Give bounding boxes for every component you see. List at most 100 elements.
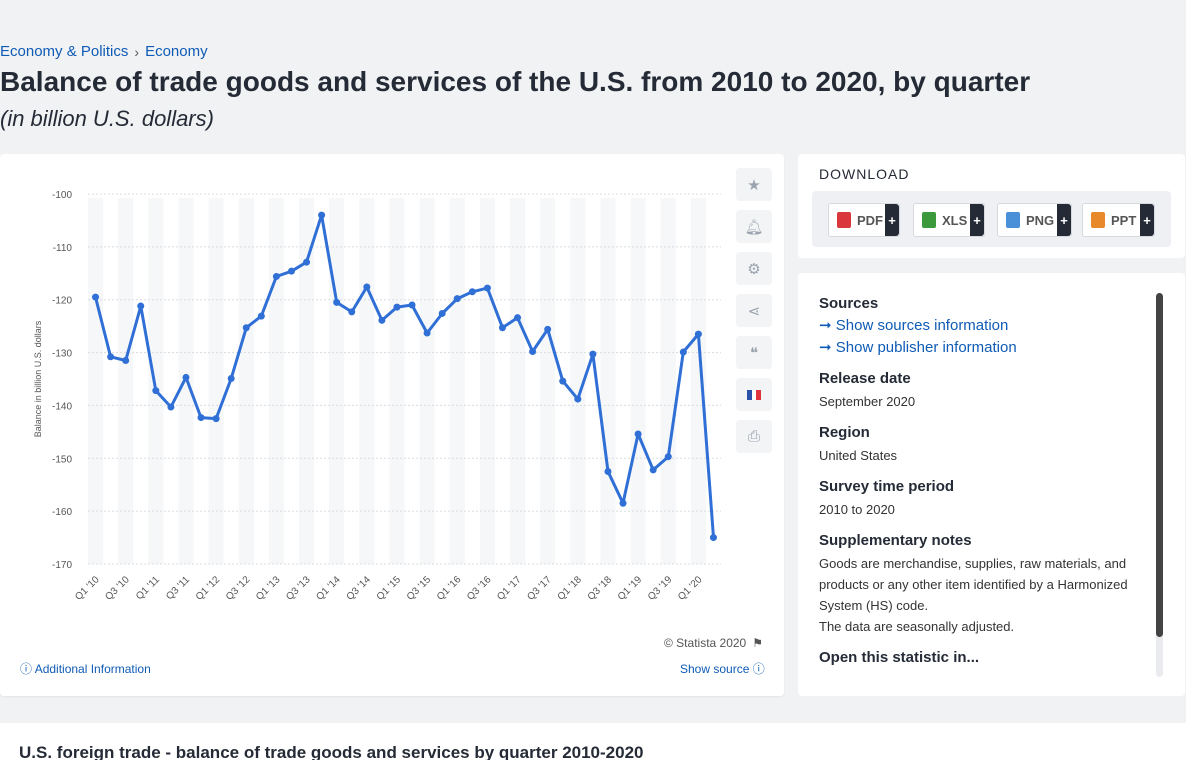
download-title: DOWNLOAD	[819, 166, 910, 182]
page-subtitle: (in billion U.S. dollars)	[0, 106, 214, 131]
flag-icon[interactable]: ⚑	[752, 636, 763, 650]
series-line	[94, 213, 715, 538]
data-point	[619, 499, 627, 507]
supplementary-notes-text: Goods are merchandise, supplies, raw mat…	[819, 556, 1128, 613]
data-point	[468, 288, 476, 296]
data-point	[423, 329, 431, 337]
data-point	[227, 374, 235, 382]
data-point	[709, 534, 717, 542]
data-point	[694, 330, 702, 338]
data-point	[438, 309, 446, 317]
show-publisher-link[interactable]: ➞ Show publisher information	[819, 338, 1139, 356]
data-point	[498, 324, 506, 332]
grid-band	[299, 198, 315, 564]
download-ppt-label: PPT	[1111, 212, 1137, 228]
download-pdf-button[interactable]: PDF +	[828, 203, 900, 237]
star-icon[interactable]: ★	[736, 168, 772, 201]
release-date-heading: Release date	[819, 370, 911, 387]
breadcrumb: Economy & Politics › Economy	[0, 43, 208, 60]
data-point	[453, 295, 461, 303]
x-tick-label: Q1 '14	[314, 574, 343, 603]
quote-icon[interactable]: ❝	[736, 336, 772, 369]
x-tick-label: Q3 '18	[586, 574, 615, 603]
related-statistic-title[interactable]: U.S. foreign trade - balance of trade go…	[19, 743, 644, 760]
additional-info-link[interactable]: ⓘ Additional Information	[20, 660, 151, 677]
x-tick-label: Q3 '11	[164, 574, 192, 602]
plus-icon: +	[1057, 204, 1071, 236]
supplementary-notes-text-2: The data are seasonally adjusted.	[819, 619, 1015, 634]
download-xls-button[interactable]: XLS +	[913, 203, 985, 237]
x-tick-label: Q3 '15	[405, 574, 434, 603]
data-point	[529, 348, 537, 356]
download-ppt-button[interactable]: PPT +	[1082, 203, 1155, 237]
data-point	[604, 468, 612, 475]
download-bar: PDF + XLS + PNG + PPT +	[812, 191, 1171, 247]
grid-band	[208, 198, 224, 564]
data-point	[634, 430, 642, 438]
y-tick-label: -130	[52, 349, 72, 360]
x-tick-label: Q3 '14	[345, 574, 374, 603]
x-tick-label: Q1 '17	[495, 574, 524, 603]
data-point	[514, 314, 522, 322]
show-source-link[interactable]: Show source ⓘ	[680, 660, 765, 677]
grid-band	[660, 198, 676, 564]
top-bar	[0, 0, 1186, 36]
data-point	[544, 325, 552, 333]
supplementary-notes-heading: Supplementary notes	[819, 532, 972, 549]
info-scrollbar[interactable]	[1156, 293, 1163, 677]
grid-band	[238, 198, 254, 564]
data-point	[318, 211, 326, 219]
pdf-file-icon	[837, 212, 851, 228]
png-file-icon	[1006, 212, 1020, 228]
show-sources-link[interactable]: ➞ Show sources information	[819, 316, 1139, 334]
gear-icon[interactable]: ⚙	[736, 252, 772, 285]
share-icon[interactable]: ⋖	[736, 294, 772, 327]
x-tick-label: Q1 '20	[676, 574, 705, 603]
open-statistic-heading[interactable]: Open this statistic in...	[819, 649, 980, 666]
data-point	[182, 373, 190, 381]
line-chart: -100 -110 -120 -130 -140 -150 -160 -170 Balance …	[33, 190, 721, 603]
data-point	[408, 301, 416, 309]
x-tick-label: Q1 '13	[254, 574, 283, 603]
breadcrumb-economy[interactable]: Economy	[145, 43, 208, 60]
data-point	[122, 357, 130, 364]
data-point	[137, 302, 145, 310]
xls-file-icon	[922, 212, 936, 228]
download-xls-label: XLS	[942, 212, 968, 228]
show-publisher-label: Show publisher information	[835, 339, 1017, 356]
data-point	[303, 258, 311, 266]
data-point	[363, 283, 371, 291]
y-tick-label: -150	[52, 454, 72, 465]
region-value: United States	[819, 448, 898, 463]
download-png-button[interactable]: PNG +	[997, 203, 1072, 237]
x-tick-label: Q1 '15	[375, 574, 404, 603]
grid-band	[118, 198, 134, 564]
show-source-label: Show source	[680, 662, 750, 676]
grid-band	[540, 198, 556, 564]
bell-icon[interactable]: 🔔︎	[736, 210, 772, 243]
region-heading: Region	[819, 424, 870, 441]
x-tick-label: Q3 '17	[525, 574, 554, 603]
print-icon[interactable]: ⎙	[736, 420, 772, 453]
data-point	[257, 312, 265, 320]
data-point	[212, 415, 220, 423]
x-tick-label: Q3 '19	[646, 574, 675, 603]
y-tick-label: -100	[52, 190, 72, 201]
info-scroll-thumb[interactable]	[1156, 293, 1163, 637]
data-point	[348, 308, 356, 316]
y-tick-label: -110	[53, 243, 73, 254]
grid-band	[148, 198, 164, 564]
grid-band	[359, 198, 375, 564]
plus-icon: +	[970, 204, 984, 236]
breadcrumb-economy-politics[interactable]: Economy & Politics	[0, 43, 129, 60]
flag-fr-icon[interactable]	[736, 378, 772, 411]
grid-band	[510, 198, 526, 564]
chart-toolbar: ★ 🔔︎ ⚙ ⋖ ❝ ⎙	[736, 168, 772, 462]
data-point	[679, 348, 687, 356]
info-icon: ⓘ	[752, 662, 765, 676]
data-point	[483, 284, 491, 292]
data-point	[242, 324, 250, 332]
x-tick-label: Q1 '10	[73, 574, 102, 603]
statistic-info-card: Sources ➞ Show sources information ➞ Sho…	[798, 273, 1185, 696]
x-tick-label: Q1 '12	[194, 574, 223, 603]
